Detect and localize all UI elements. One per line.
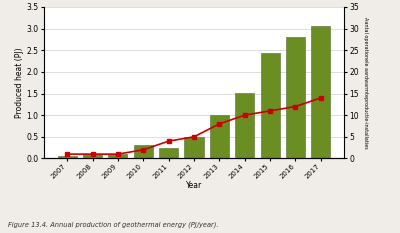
Bar [184, 137, 204, 158]
Bar [260, 53, 280, 158]
Y-axis label: Aantal operationele aardwarmteproductie-installaties: Aantal operationele aardwarmteproductie-… [364, 17, 368, 149]
Bar [159, 148, 178, 158]
Bar [235, 93, 254, 158]
Bar [83, 154, 102, 158]
Text: Figure 13.4. Annual production of geothermal energy (PJ/year).: Figure 13.4. Annual production of geothe… [8, 222, 218, 228]
Bar [108, 154, 128, 158]
Bar [58, 156, 77, 158]
Bar [286, 37, 305, 158]
Bar [311, 27, 330, 158]
Bar [134, 145, 153, 158]
X-axis label: Year: Year [186, 181, 202, 190]
Bar [210, 115, 229, 158]
Y-axis label: Produced heat (PJ): Produced heat (PJ) [14, 47, 24, 118]
